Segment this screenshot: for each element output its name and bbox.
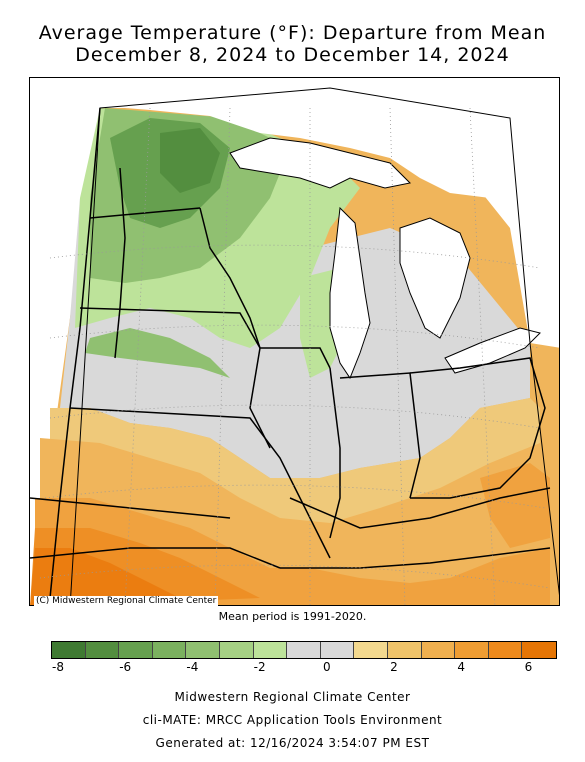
legend-swatch (52, 642, 86, 658)
canada-region (30, 78, 559, 228)
copyright-note: (C) Midwestern Regional Climate Center (34, 596, 219, 606)
legend-tick-label: 4 (457, 660, 466, 674)
legend-tick-label: -8 (52, 660, 64, 674)
legend-swatch (522, 642, 556, 658)
footer-tool: cli-MATE: MRCC Application Tools Environ… (142, 713, 443, 727)
legend-tick-label: -2 (253, 660, 266, 674)
legend-tick-label: -4 (186, 660, 199, 674)
legend-swatch (152, 642, 187, 658)
legend-swatch (85, 642, 120, 658)
legend-tick-label: 0 (322, 660, 331, 674)
graticule-lon-4 (389, 107, 406, 605)
legend-swatch (455, 642, 489, 658)
color-legend-bar (51, 641, 557, 659)
minnesota-west-border (114, 167, 126, 359)
footer-org: Midwestern Regional Climate Center (174, 690, 411, 704)
region-warm-hottest (30, 548, 180, 605)
missouri-border (69, 407, 331, 559)
legend-swatch (320, 642, 355, 658)
lake-michigan (329, 206, 371, 380)
legend-tick-labels: -8 -6 -4 -2 0 2 4 6 (0, 658, 585, 678)
legend-tick-label: -6 (119, 660, 132, 674)
legend-swatch (186, 642, 220, 658)
region-warm-east (480, 463, 550, 548)
legend-swatch (354, 642, 388, 658)
region-cool-iowa (85, 328, 230, 378)
legend-swatch (421, 642, 456, 658)
wisconsin-border (199, 207, 331, 369)
graticule-lon-1 (124, 107, 151, 605)
legend-swatch (253, 642, 288, 658)
graticule-lat-4 (44, 484, 546, 509)
lake-superior (229, 137, 412, 189)
minnesota-south-border (89, 207, 201, 219)
map-title-line1: Average Temperature (°F): Departure from… (38, 22, 547, 44)
graticule (39, 107, 551, 605)
region-cool-darkest (160, 128, 220, 193)
legend-swatch (219, 642, 254, 658)
graticule-lat-5 (39, 564, 551, 589)
state-borders (30, 107, 551, 599)
legend-swatch (387, 642, 422, 658)
tennessee-border (280, 547, 551, 569)
mean-period-note: Mean period is 1991-2020. (218, 610, 367, 623)
lake-huron (399, 217, 471, 339)
map-title-line2: December 8, 2024 to December 14, 2024 (75, 44, 510, 66)
indiana-ohio-border (339, 372, 421, 499)
footer-generated: Generated at: 12/16/2024 3:54:07 PM EST (155, 736, 430, 750)
legend-tick-label: 6 (524, 660, 533, 674)
legend-swatch (488, 642, 523, 658)
kentucky-border (289, 487, 551, 529)
graticule-lon-5 (469, 107, 496, 605)
west-border (49, 107, 101, 599)
legend-swatch (287, 642, 321, 658)
graticule-lon-2 (214, 107, 231, 605)
lake-erie (444, 327, 541, 374)
temperature-departure-map (29, 77, 560, 606)
map-canvas (30, 78, 559, 605)
projection-outline (69, 87, 559, 605)
ohio-border (409, 357, 546, 499)
legend-swatch (119, 642, 153, 658)
arkansas-border (30, 547, 281, 569)
legend-tick-label: 2 (390, 660, 398, 674)
